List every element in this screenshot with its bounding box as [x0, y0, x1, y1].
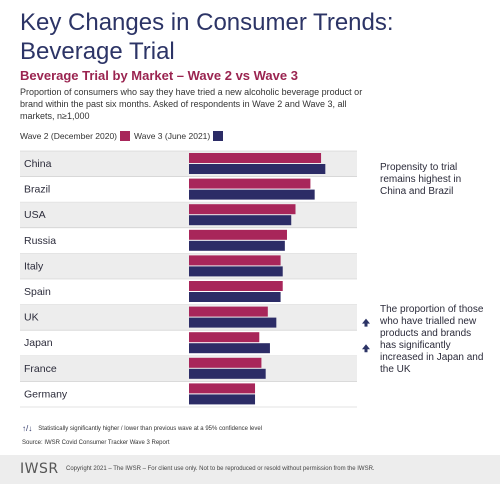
category-label-italy: Italy	[24, 260, 44, 272]
bar-wave2-brazil	[189, 178, 311, 189]
up-arrow-icon-uk	[362, 318, 370, 327]
bar-wave3-usa	[189, 215, 292, 226]
bar-wave2-uk	[189, 306, 268, 317]
category-label-uk: UK	[24, 312, 39, 324]
footnote-text: Statistically significantly higher / low…	[38, 425, 263, 432]
chart-subtitle: Beverage Trial by Market – Wave 2 vs Wav…	[20, 68, 298, 83]
footnote: ↑/↓ Statistically significantly higher /…	[22, 424, 262, 433]
category-label-china: China	[24, 158, 52, 170]
bar-wave2-japan	[189, 332, 260, 343]
up-arrow-icon-japan	[362, 344, 370, 353]
bar-wave2-france	[189, 357, 262, 368]
footer-bar	[0, 455, 500, 484]
category-label-russia: Russia	[24, 235, 56, 247]
bar-wave3-russia	[189, 240, 285, 251]
bar-wave3-china	[189, 164, 326, 174]
copyright-text: Copyright 2021 – The IWSR – For client u…	[66, 466, 375, 472]
category-label-germany: Germany	[24, 388, 68, 400]
bar-chart: China Brazil USA Russia Italy Spain UK Japan Fra…	[20, 150, 370, 408]
chart-description: Proportion of consumers who say they hav…	[20, 87, 363, 121]
category-label-japan: Japan	[24, 337, 53, 349]
row-band-uk	[20, 304, 357, 331]
bar-wave2-usa	[189, 204, 296, 215]
iwsr-logo: IWSR	[20, 461, 59, 477]
bar-wave2-italy	[189, 255, 281, 266]
legend-label-wave3: Wave 3 (June 2021)	[134, 131, 211, 141]
bar-wave2-germany	[189, 383, 256, 394]
legend-label-wave2: Wave 2 (December 2020)	[20, 131, 118, 141]
row-band-usa	[20, 202, 357, 228]
category-label-usa: USA	[24, 209, 46, 221]
bar-wave3-france	[189, 368, 266, 379]
bar-wave3-brazil	[189, 189, 315, 200]
bar-wave3-uk	[189, 317, 277, 328]
note-trial-highest: Propensity to trial remains highest in C…	[380, 162, 462, 197]
bar-wave2-china	[189, 153, 322, 163]
bar-wave2-spain	[189, 281, 283, 291]
row-band-italy	[20, 253, 357, 279]
note-significant-increase: The proportion of those who have trialle…	[380, 304, 484, 375]
up-down-arrow-icon: ↑/↓	[22, 424, 33, 433]
bar-wave3-spain	[189, 292, 281, 302]
bar-wave3-italy	[189, 266, 283, 277]
category-label-france: France	[24, 363, 57, 375]
source-text: Source: IWSR Covid Consumer Tracker Wave…	[22, 440, 170, 446]
category-label-spain: Spain	[24, 286, 51, 298]
page-title: Key Changes in Consumer Trends: Beverage…	[20, 9, 394, 65]
legend-swatch-wave2	[120, 131, 131, 141]
bar-wave3-japan	[189, 343, 270, 354]
bar-wave3-germany	[189, 394, 256, 405]
bar-wave2-russia	[189, 229, 287, 240]
category-label-brazil: Brazil	[24, 184, 50, 196]
chart-legend: Wave 2 (December 2020) Wave 3 (June 2021…	[20, 131, 227, 141]
legend-swatch-wave3	[213, 131, 224, 141]
row-band-france	[20, 355, 357, 382]
